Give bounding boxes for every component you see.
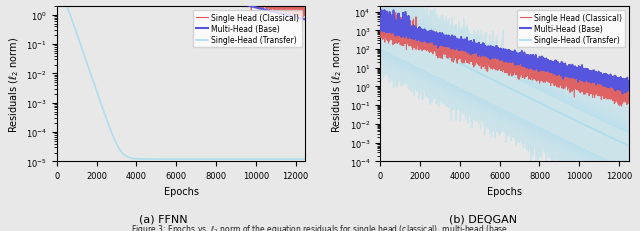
Text: (b) DEQGAN: (b) DEQGAN: [449, 214, 517, 224]
Text: (a) FFNN: (a) FFNN: [139, 214, 188, 224]
Single Head (Classical): [379, 11, 387, 13]
Single Head (Classical): [291, 17, 298, 20]
Single-Head (Transfer): [301, 158, 309, 161]
Single Head (Classical): [445, 42, 453, 45]
Single Head (Classical): [440, 48, 447, 51]
Legend: Single Head (Classical), Multi-Head (Base), Single-Head (Transfer): Single Head (Classical), Multi-Head (Bas…: [193, 11, 301, 48]
Multi-Head (Base): [457, 47, 465, 50]
Single-Head (Transfer): [281, 158, 289, 161]
Single-Head (Transfer): [182, 158, 189, 161]
Single Head (Classical): [506, 61, 513, 64]
Single-Head (Transfer): [506, 87, 513, 90]
Text: Figure 3: Epochs vs. $\ell_2$ norm of the equation residuals for single head (cl: Figure 3: Epochs vs. $\ell_2$ norm of th…: [131, 222, 509, 231]
Single Head (Classical): [600, 82, 607, 85]
Single-Head (Transfer): [376, 24, 384, 27]
Single Head (Classical): [276, 6, 284, 9]
Single Head (Classical): [457, 45, 465, 48]
X-axis label: Epochs: Epochs: [164, 186, 198, 196]
Line: Single Head (Classical): Single Head (Classical): [380, 12, 629, 107]
Multi-Head (Base): [625, 85, 633, 88]
Y-axis label: Residuals ($\ell_2$ norm): Residuals ($\ell_2$ norm): [7, 36, 20, 132]
Single-Head (Transfer): [625, 144, 633, 147]
Single-Head (Transfer): [526, 97, 534, 100]
Multi-Head (Base): [378, 10, 385, 12]
Line: Multi-Head (Base): Multi-Head (Base): [57, 0, 305, 20]
Single Head (Classical): [625, 98, 633, 101]
Y-axis label: Residuals ($\ell_2$ norm): Residuals ($\ell_2$ norm): [330, 36, 344, 132]
Multi-Head (Base): [506, 60, 513, 63]
Line: Single Head (Classical): Single Head (Classical): [57, 0, 305, 18]
Multi-Head (Base): [445, 38, 453, 41]
Single-Head (Transfer): [600, 133, 607, 136]
Single-Head (Transfer): [203, 158, 211, 161]
Single-Head (Transfer): [276, 158, 284, 161]
Legend: Single Head (Classical), Multi-Head (Base), Single-Head (Transfer): Single Head (Classical), Multi-Head (Bas…: [516, 11, 625, 48]
X-axis label: Epochs: Epochs: [487, 186, 522, 196]
Single-Head (Transfer): [116, 149, 124, 152]
Multi-Head (Base): [301, 19, 309, 22]
Multi-Head (Base): [526, 60, 534, 63]
Line: Single-Head (Transfer): Single-Head (Transfer): [57, 0, 305, 159]
Multi-Head (Base): [276, 13, 284, 15]
Single-Head (Transfer): [440, 55, 447, 58]
Single-Head (Transfer): [445, 58, 453, 61]
Single Head (Classical): [618, 105, 625, 108]
Line: Multi-Head (Base): Multi-Head (Base): [380, 11, 629, 94]
Single-Head (Transfer): [457, 64, 465, 66]
Multi-Head (Base): [440, 43, 447, 46]
Multi-Head (Base): [376, 27, 384, 30]
Line: Single-Head (Transfer): Single-Head (Transfer): [380, 26, 629, 146]
Single Head (Classical): [376, 30, 384, 33]
Single Head (Classical): [526, 69, 534, 72]
Multi-Head (Base): [619, 93, 627, 96]
Single-Head (Transfer): [134, 158, 141, 161]
Single-Head (Transfer): [122, 155, 129, 158]
Single Head (Classical): [301, 13, 309, 16]
Multi-Head (Base): [600, 81, 607, 84]
